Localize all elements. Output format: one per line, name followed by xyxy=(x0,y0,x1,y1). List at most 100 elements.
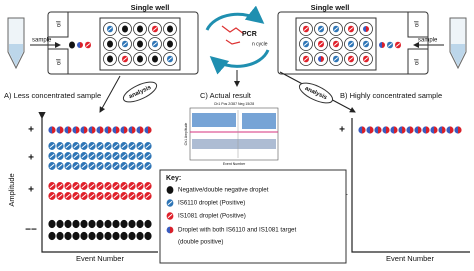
droplet xyxy=(379,42,382,48)
droplet xyxy=(152,55,158,63)
droplet xyxy=(96,231,104,241)
droplet-stripe xyxy=(73,193,79,199)
droplet-stripe xyxy=(121,193,127,199)
droplet xyxy=(321,56,324,62)
droplet-stripe xyxy=(73,163,79,169)
droplet xyxy=(72,219,80,229)
droplet xyxy=(104,126,108,134)
droplet-stripe xyxy=(145,153,151,159)
droplet-stripe xyxy=(113,143,119,149)
droplet-stripe xyxy=(57,143,63,149)
key-item: IS6110 droplet (Positive) xyxy=(178,200,245,207)
droplet xyxy=(112,231,120,241)
droplet xyxy=(64,219,72,229)
droplet xyxy=(56,231,64,241)
droplet-stripe xyxy=(137,153,143,159)
droplet xyxy=(414,126,418,134)
droplet xyxy=(112,126,116,134)
droplet xyxy=(458,126,462,134)
droplet-stripe xyxy=(333,42,339,46)
droplet-stripe xyxy=(333,27,339,31)
droplet xyxy=(128,126,132,134)
panel-title: C) Actual result xyxy=(200,91,252,100)
droplet-stripe xyxy=(121,143,127,149)
droplet-stripe xyxy=(363,42,369,46)
panel-title: B) Highly concentrated sample xyxy=(340,91,442,100)
droplet-stripe xyxy=(105,153,111,159)
key-item: IS1081 droplet (Positive) xyxy=(178,213,246,220)
droplet-stripe xyxy=(333,57,339,61)
key-item: (double positive) xyxy=(178,239,223,246)
droplet xyxy=(72,231,80,241)
droplet-stripe xyxy=(49,193,55,199)
droplet-stripe xyxy=(97,183,103,189)
droplet xyxy=(48,219,56,229)
droplet xyxy=(386,126,390,134)
droplet-stripe xyxy=(387,43,393,47)
droplet-stripe xyxy=(348,27,354,31)
droplet-stripe xyxy=(145,193,151,199)
oil-label: oil xyxy=(415,21,421,27)
droplet-stripe xyxy=(65,143,71,149)
droplet-stripe xyxy=(137,143,143,149)
chip-title: Single well xyxy=(311,3,350,12)
droplet-stripe xyxy=(167,57,173,61)
cycle-label: n cycle xyxy=(252,41,268,47)
droplet xyxy=(96,219,104,229)
droplet-stripe xyxy=(107,27,113,31)
pcr-label: PCR xyxy=(242,31,257,38)
droplet xyxy=(166,186,174,194)
droplet-stripe xyxy=(129,143,135,149)
axis-a xyxy=(38,112,158,253)
x-label: Event Number xyxy=(76,254,124,263)
droplet-stripe xyxy=(85,43,91,47)
droplet-stripe xyxy=(129,153,135,159)
droplet xyxy=(77,42,80,48)
droplet xyxy=(318,56,321,62)
droplet xyxy=(116,126,120,134)
droplet-stripe xyxy=(57,183,63,189)
droplet-stripe xyxy=(113,163,119,169)
oil-label: oil xyxy=(57,59,63,65)
droplet-stripe xyxy=(49,183,55,189)
droplet xyxy=(422,126,426,134)
droplet xyxy=(410,126,414,134)
droplet-stripe xyxy=(57,193,63,199)
droplet-stripe xyxy=(49,143,55,149)
droplet-stripe xyxy=(97,193,103,199)
droplet xyxy=(88,219,96,229)
droplet-stripe xyxy=(121,153,127,159)
level-marker: −− xyxy=(25,225,37,236)
left-tube xyxy=(7,17,25,70)
droplet-stripe xyxy=(348,57,354,61)
droplet-stripe xyxy=(105,183,111,189)
droplet-stripe xyxy=(145,183,151,189)
droplet-stripe xyxy=(89,153,95,159)
x-label: Event Number xyxy=(386,254,434,263)
sample-label: sample xyxy=(32,38,52,44)
droplet-stripe xyxy=(97,163,103,169)
droplet xyxy=(76,126,80,134)
droplet-stripe xyxy=(105,163,111,169)
droplet-stripe xyxy=(303,57,309,61)
droplet xyxy=(64,126,68,134)
droplet xyxy=(136,126,140,134)
droplet xyxy=(88,126,92,134)
droplet-stripe xyxy=(113,193,119,199)
pcr-cycle xyxy=(205,5,270,75)
droplet-stripe xyxy=(49,163,55,169)
droplet-stripe xyxy=(81,183,87,189)
droplet-stripe xyxy=(73,143,79,149)
droplet xyxy=(80,42,83,48)
droplet xyxy=(438,126,442,134)
droplet xyxy=(358,126,362,134)
droplet-stripe xyxy=(49,153,55,159)
droplet xyxy=(104,231,112,241)
droplet-stripe xyxy=(89,183,95,189)
droplet xyxy=(148,126,152,134)
droplet-stripe xyxy=(73,183,79,189)
droplet xyxy=(80,219,88,229)
droplet xyxy=(167,40,173,48)
droplet-stripe xyxy=(113,183,119,189)
y-label: Amplitude xyxy=(7,173,16,206)
